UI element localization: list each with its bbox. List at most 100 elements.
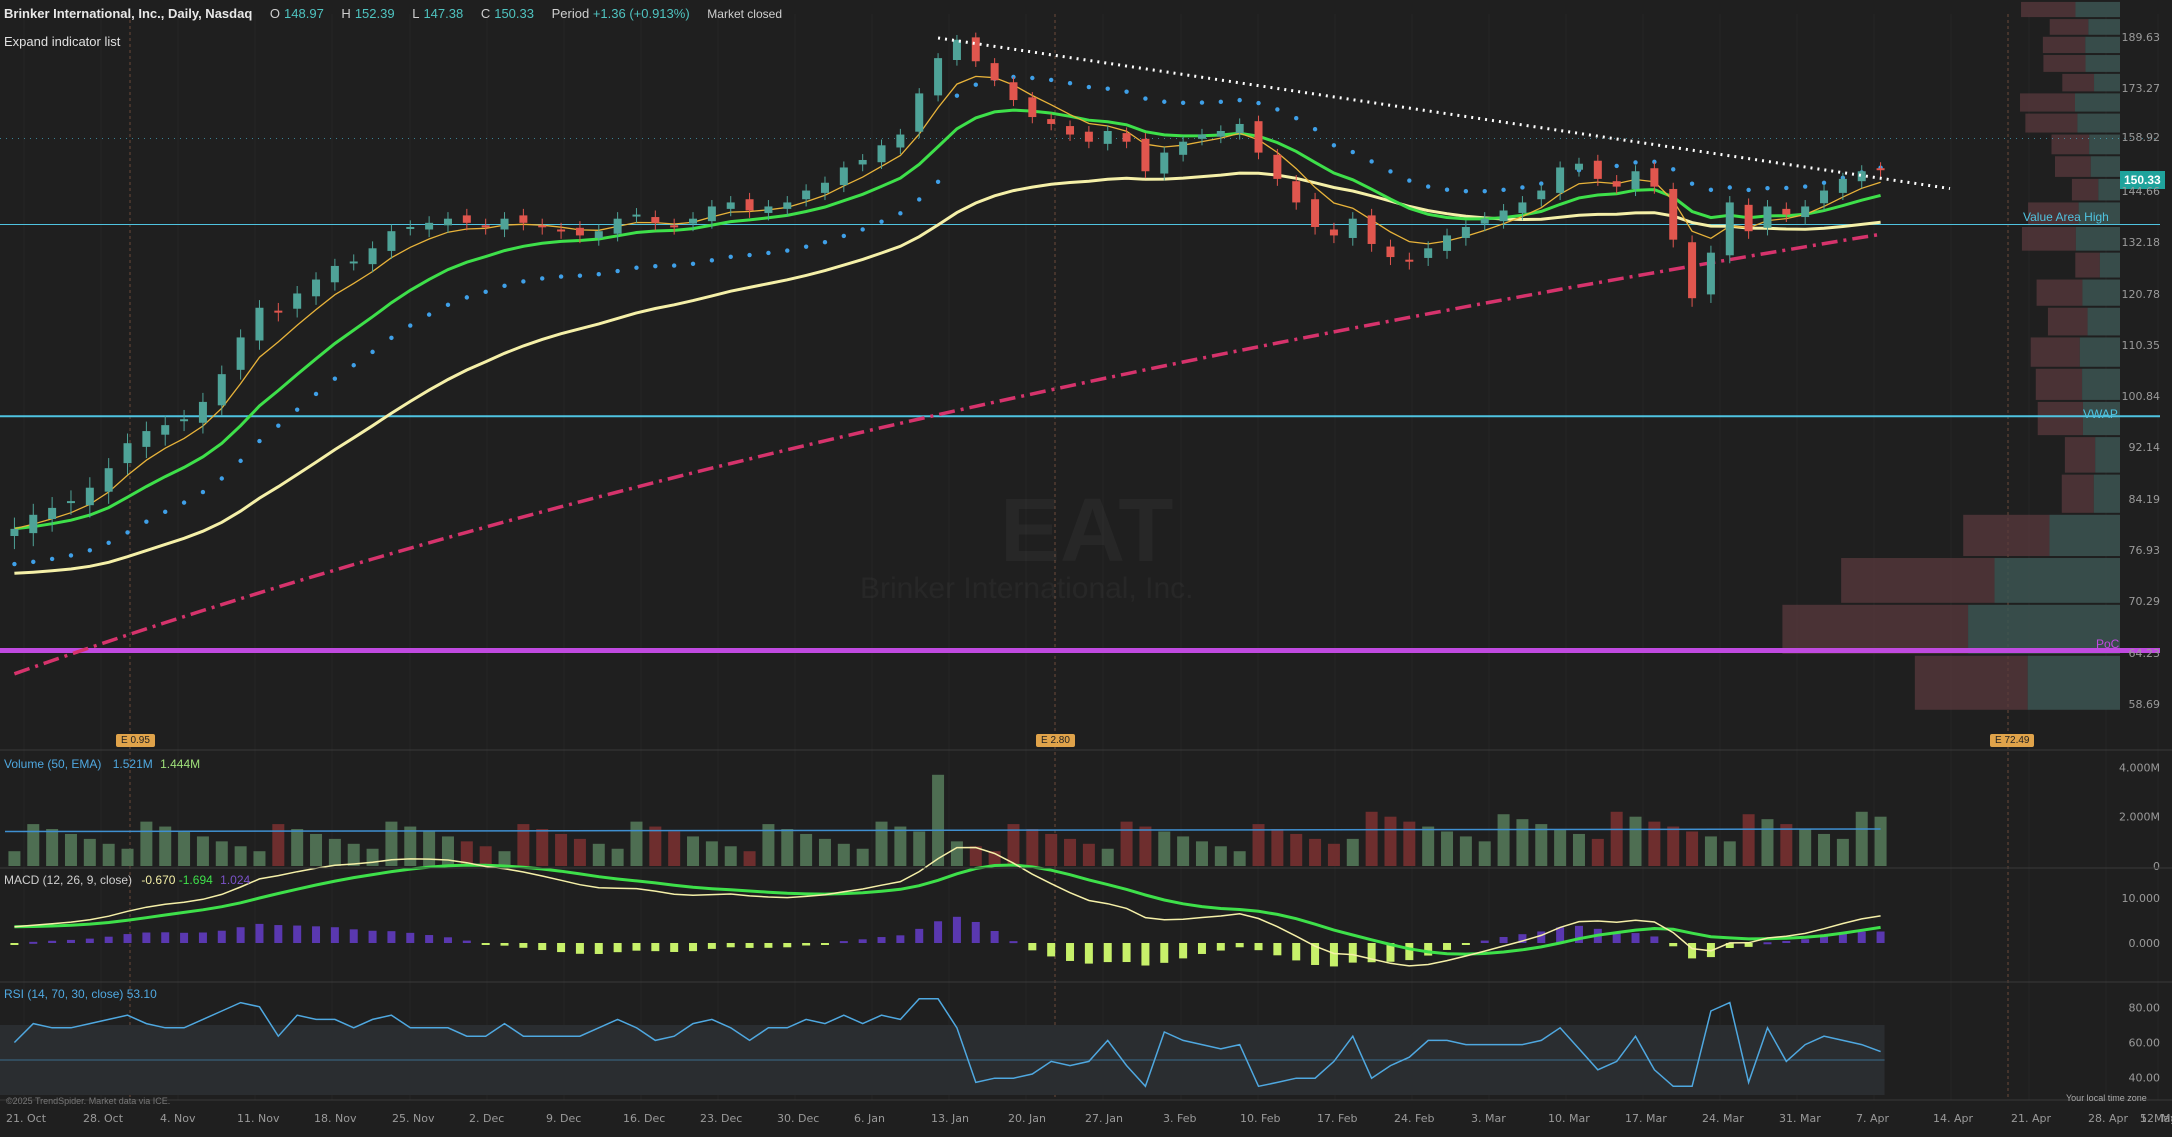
volume-bar <box>593 844 605 866</box>
macd-histogram-bar <box>237 927 245 943</box>
macd-histogram-bar <box>369 931 377 943</box>
indicator-dot <box>163 510 167 514</box>
profile-bar-up <box>2094 74 2120 92</box>
macd-histogram-bar <box>1443 943 1451 950</box>
volume-title: Volume (50, EMA) <box>4 757 101 771</box>
macd-histogram-bar <box>953 917 961 943</box>
volume-bar <box>1837 839 1849 866</box>
volume-bar <box>1139 827 1151 866</box>
candle-body <box>1330 230 1338 236</box>
macd-histogram-bar <box>576 943 584 954</box>
indicator-dot <box>615 269 619 273</box>
candle-body <box>387 231 395 251</box>
profile-bar-down <box>2043 55 2085 72</box>
volume-bar <box>536 829 548 866</box>
indicator-dot <box>50 557 54 561</box>
volume-bar <box>744 851 756 866</box>
volume-bar <box>687 836 699 866</box>
profile-bar-down <box>2036 369 2082 400</box>
candle-body <box>1839 179 1847 193</box>
indicator-dot <box>729 255 733 259</box>
macd-histogram-bar <box>1349 943 1357 963</box>
volume-bar <box>1290 834 1302 866</box>
macd-histogram-bar <box>1669 943 1677 946</box>
watermark-symbol: EAT <box>1000 480 1173 583</box>
candle-body <box>1066 126 1074 134</box>
earnings-marker-2[interactable]: E 2.80 <box>1036 734 1075 747</box>
high-value: 152.39 <box>355 6 395 21</box>
volume-bar <box>1516 819 1528 866</box>
x-tick-label: 10. Feb <box>1240 1112 1280 1125</box>
candle-body <box>1123 133 1131 142</box>
x-tick-label: 31. Mar <box>1779 1112 1821 1125</box>
profile-bar-up <box>1995 558 2120 603</box>
candle-body <box>1085 132 1093 142</box>
volume-bar <box>1328 844 1340 866</box>
indicator-dot <box>408 323 412 327</box>
indicator-dot <box>1219 100 1223 104</box>
volume-bar <box>1875 817 1887 866</box>
macd-histogram-bar <box>1217 943 1225 951</box>
earnings-marker-3[interactable]: E 72.49 <box>1990 734 2034 747</box>
indicator-dot <box>653 264 657 268</box>
volume-bar <box>612 849 624 866</box>
volume-bar <box>1309 839 1321 866</box>
timezone-note: Your local time zone <box>2066 1093 2147 1103</box>
open-value: 148.97 <box>284 6 324 21</box>
candle-body <box>406 227 414 229</box>
price-tick-label: 110.35 <box>2122 339 2161 352</box>
candle-body <box>1669 189 1677 240</box>
indicator-dot <box>898 211 902 215</box>
indicator-dot <box>1407 178 1411 182</box>
macd-histogram-bar <box>1047 943 1055 956</box>
candle-body <box>331 266 339 282</box>
slow-ma-line <box>14 173 1880 573</box>
volume-bar <box>1592 839 1604 866</box>
macd-histogram-bar <box>48 941 56 943</box>
volume-bar <box>1177 836 1189 866</box>
volume-bar <box>8 851 20 866</box>
candle-body <box>1160 153 1168 174</box>
indicator-dot <box>860 227 864 231</box>
open-label: O <box>270 6 280 21</box>
candle-body <box>1462 227 1470 238</box>
macd-histogram-bar <box>1066 943 1074 961</box>
earnings-marker-1[interactable]: E 0.95 <box>116 734 155 747</box>
macd-histogram-bar <box>312 926 320 943</box>
indicator-dot <box>1256 101 1260 105</box>
candle-body <box>1386 247 1394 257</box>
indicator-dot <box>427 312 431 316</box>
indicator-dot <box>955 93 959 97</box>
price-tick-label: 92.14 <box>2129 441 2161 454</box>
profile-bar-up <box>2082 280 2120 306</box>
macd-histogram-bar <box>651 943 659 951</box>
candle-body <box>199 402 207 423</box>
market-status: Market closed <box>707 7 782 21</box>
candle-body <box>670 225 678 227</box>
volume-bar <box>84 839 96 866</box>
candle-body <box>105 468 113 491</box>
indicator-dot <box>1200 100 1204 104</box>
candle-body <box>934 58 942 95</box>
indicator-dot <box>1332 143 1336 147</box>
volume-bar <box>1121 822 1133 866</box>
volume-bar <box>1667 827 1679 866</box>
volume-bar <box>1064 839 1076 866</box>
candle-body <box>746 199 754 210</box>
candle-body <box>1782 209 1790 215</box>
candle-body <box>1047 119 1055 124</box>
macd-histogram-bar <box>896 935 904 943</box>
profile-bar-down <box>2038 402 2083 435</box>
volume-bar <box>800 834 812 866</box>
volume-bar <box>1045 834 1057 866</box>
x-tick-label: 28. Apr <box>2088 1112 2128 1125</box>
macd-histogram-bar <box>1160 943 1168 963</box>
indicator-dot <box>1275 107 1279 111</box>
macd-histogram-bar <box>1632 933 1640 943</box>
volume-bar <box>1384 817 1396 866</box>
candle-body <box>369 248 377 264</box>
macd-histogram-bar <box>482 943 490 945</box>
expand-indicator-list[interactable]: Expand indicator list <box>4 34 120 49</box>
candle-body <box>727 202 735 208</box>
macd-histogram-bar <box>1424 943 1432 956</box>
